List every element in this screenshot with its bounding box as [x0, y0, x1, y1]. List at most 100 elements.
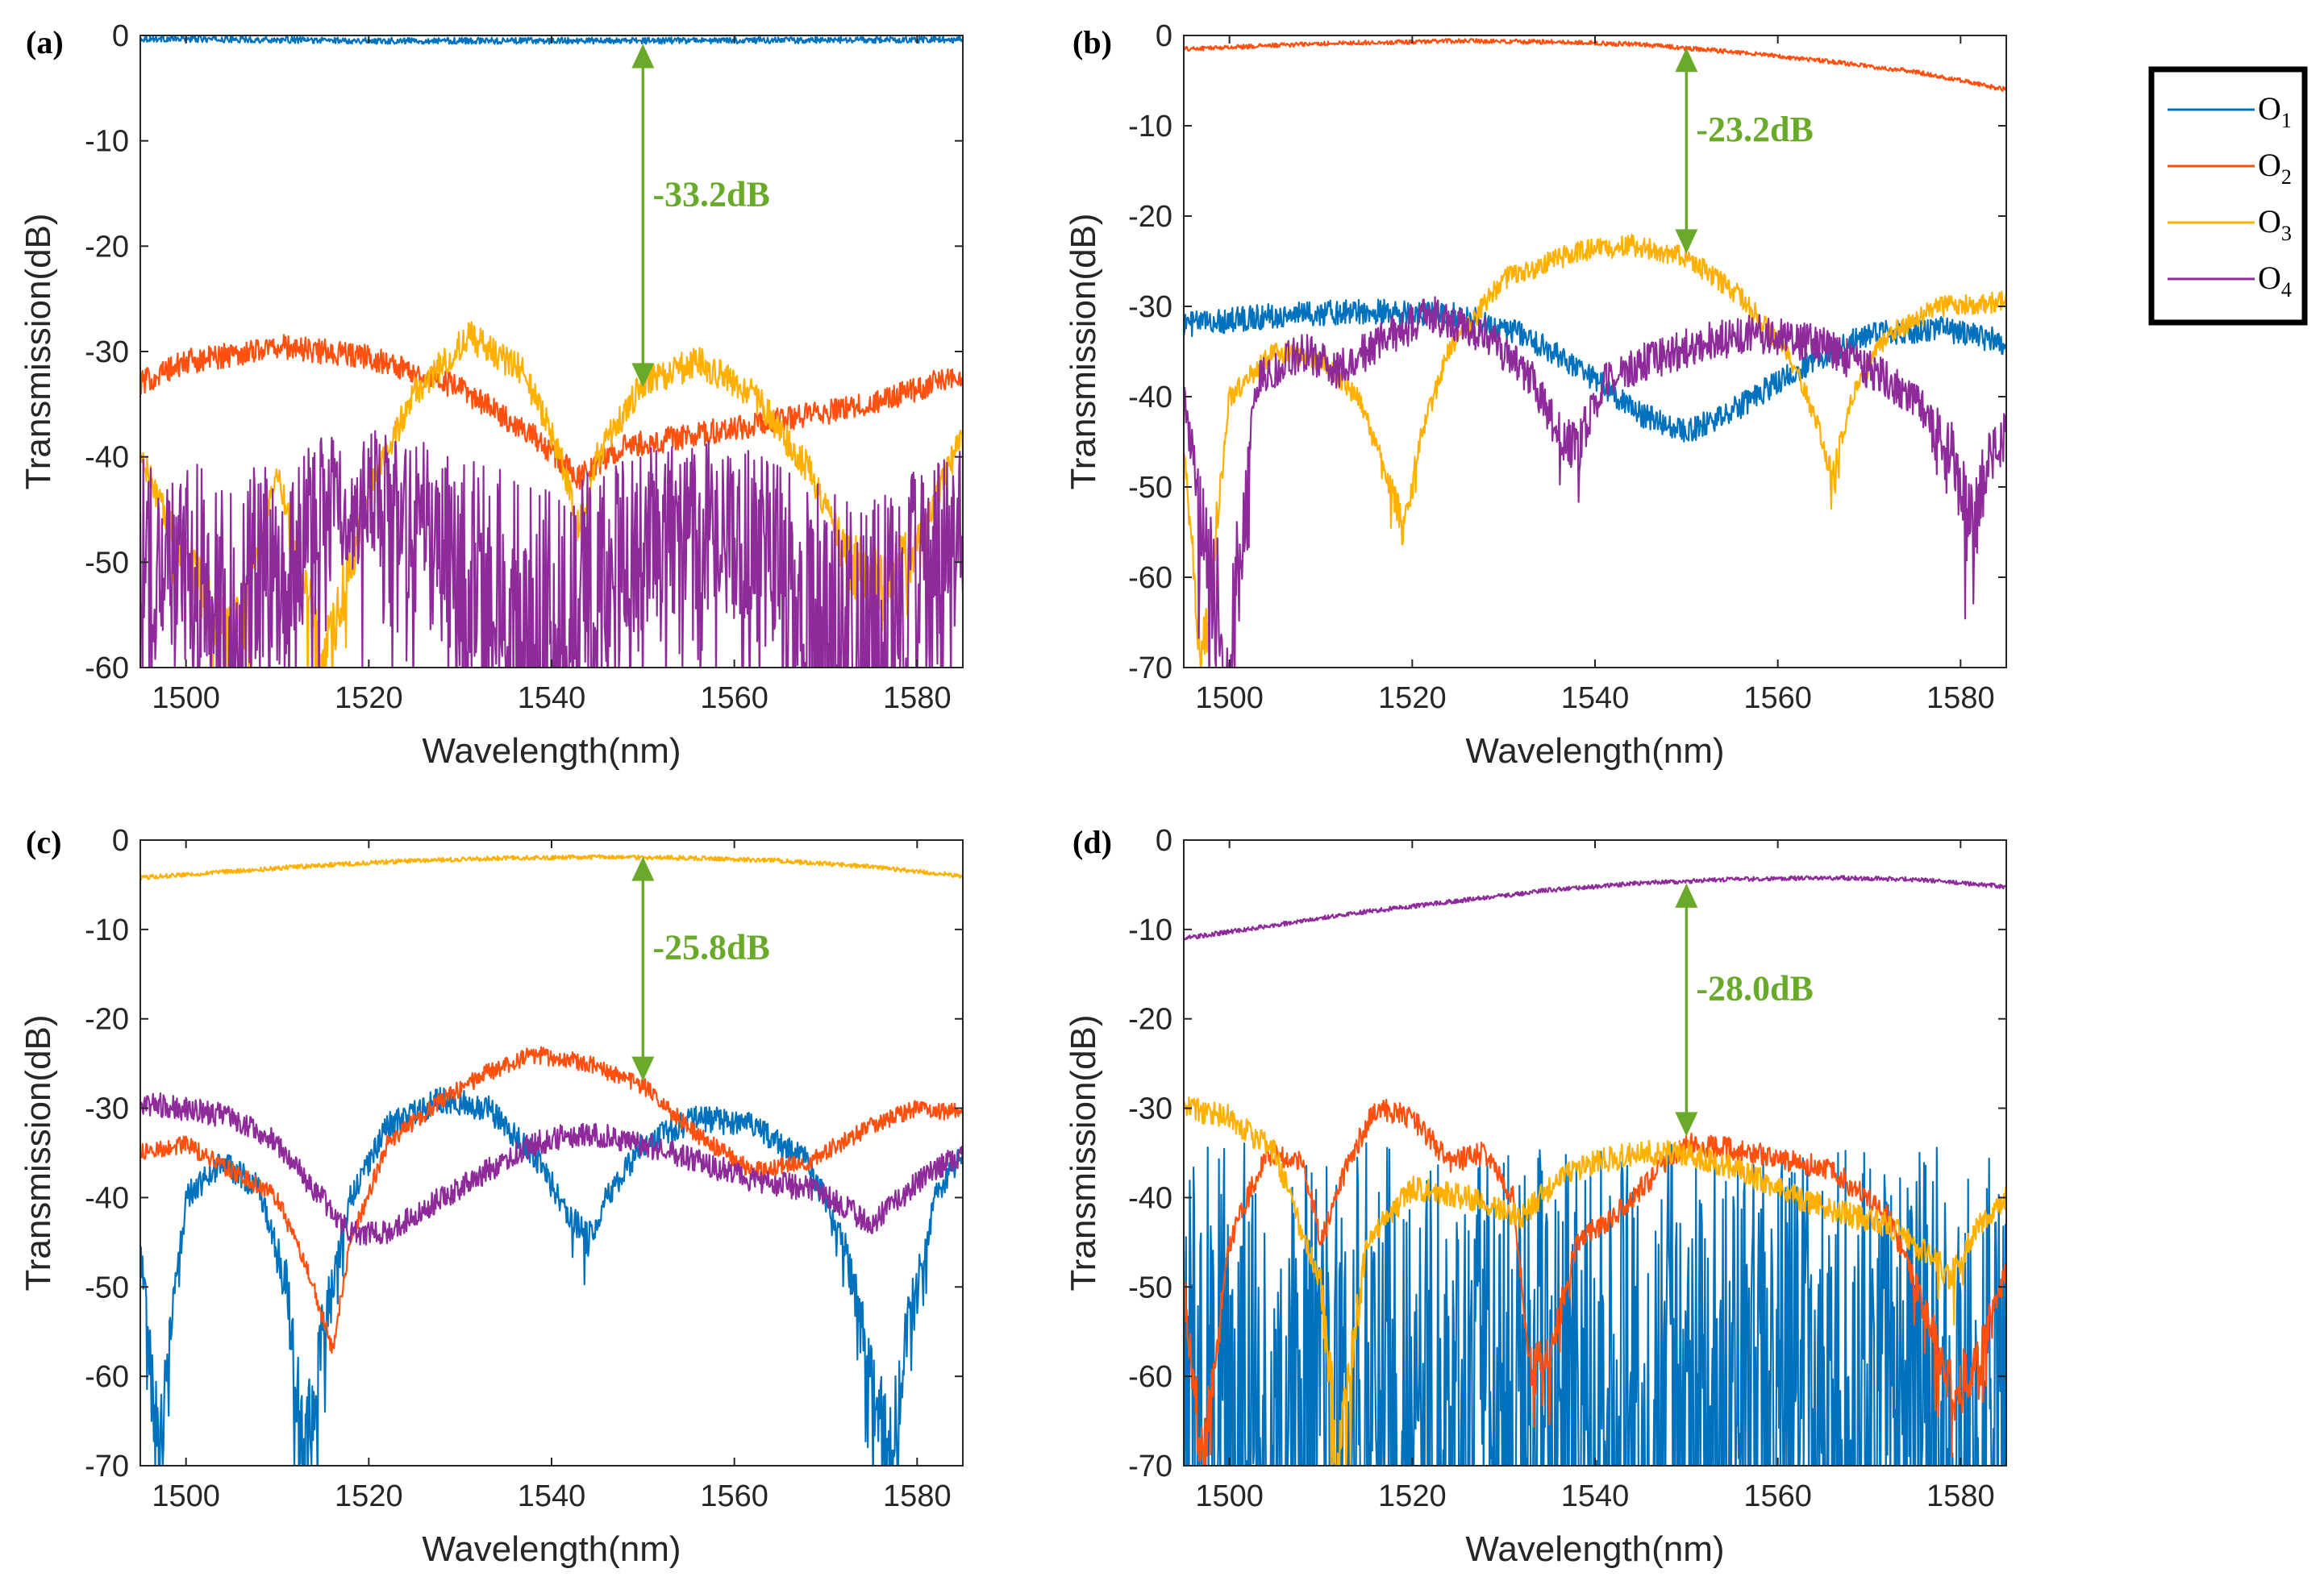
series-o1 [1184, 1142, 2006, 1466]
panel-d: (d) 1500 1520 1540 1560 1580 0 -10 -20 -30 -40 -50… [1064, 824, 2007, 1569]
annotation-label: -25.8dB [652, 928, 769, 967]
arrowhead-down [1675, 1112, 1698, 1137]
y-tick-label: -50 [85, 1271, 129, 1304]
svg-text:O1: O1 [2258, 90, 2292, 132]
legend-sub: 3 [2281, 222, 2292, 245]
annotation-label: -33.2dB [652, 174, 769, 214]
y-tick-label: -20 [85, 1003, 129, 1037]
series-group [140, 35, 963, 668]
x-tick-label: 1580 [883, 681, 952, 715]
x-tick-label: 1500 [152, 681, 220, 715]
panel-label: (b) [1072, 24, 1112, 60]
arrowhead-up [1675, 48, 1698, 73]
y-tick-label: -10 [1128, 913, 1172, 947]
y-tick-label: -40 [85, 1181, 129, 1215]
panel-label: (a) [26, 24, 64, 60]
y-tick-label: -10 [1128, 110, 1172, 144]
y-axis-label: Transmission(dB) [19, 1014, 58, 1291]
y-axis-label: Transmission(dB) [1064, 213, 1103, 489]
plot-area [140, 839, 964, 1467]
y-tick-label: -30 [85, 335, 129, 369]
series-group [140, 854, 963, 1466]
arrowhead-down [631, 363, 655, 388]
series-o2 [140, 334, 963, 490]
x-tick-label: 1540 [518, 1479, 586, 1513]
x-tick-label: 1500 [152, 1479, 220, 1513]
x-axis-label: Wavelength(nm) [1465, 1529, 1724, 1569]
y-tick-label: -30 [1128, 1092, 1172, 1126]
x-tick-label: 1560 [1743, 1479, 1812, 1513]
x-tick-label: 1520 [335, 1479, 403, 1513]
arrowhead-down [631, 1056, 655, 1081]
x-tick-label: 1540 [518, 681, 586, 715]
y-tick-label: -70 [1128, 651, 1172, 685]
legend-entry-o1: O1 [2168, 90, 2292, 132]
series-o4 [1184, 296, 2006, 668]
panel-c: (c) 1500 1520 1540 1560 1580 0 -10 -20 -30 -40 -50… [19, 824, 964, 1569]
panel-b: (b) 1500 1520 1540 1560 1580 0 -10 -20 -30 -40 -50… [1064, 19, 2007, 771]
x-tick-label: 1520 [1378, 681, 1447, 715]
y-tick-label: 0 [112, 824, 129, 858]
svg-text:O2: O2 [2258, 147, 2292, 189]
y-axis-label: Transmission(dB) [19, 213, 58, 489]
arrowhead-down [1675, 229, 1698, 254]
x-tick-label: 1580 [1926, 1479, 1995, 1513]
series-o4 [140, 430, 963, 668]
x-tick-label: 1520 [1378, 1479, 1447, 1513]
x-tick-label: 1560 [700, 681, 768, 715]
arrowhead-up [631, 44, 655, 69]
legend-sub: 4 [2281, 278, 2292, 302]
legend-name: O [2258, 260, 2281, 296]
y-tick-label: -70 [1128, 1450, 1172, 1483]
y-tick-label: -30 [85, 1092, 129, 1126]
y-tick-label: -70 [85, 1450, 129, 1483]
series-o3 [140, 321, 963, 668]
x-axis-label: Wavelength(nm) [1465, 731, 1724, 771]
y-tick-label: -20 [1128, 1003, 1172, 1037]
x-tick-label: 1500 [1195, 1479, 1264, 1513]
legend-entry-o2: O2 [2168, 147, 2292, 189]
x-axis-label: Wavelength(nm) [422, 731, 681, 771]
legend-sub: 1 [2281, 109, 2292, 132]
x-tick-label: 1500 [1195, 681, 1264, 715]
series-o2 [1184, 38, 2006, 92]
x-tick-label: 1560 [700, 1479, 768, 1513]
series-group [1184, 38, 2006, 668]
y-tick-label: -60 [1128, 561, 1172, 595]
legend: O1 O2 O3 O4 [2148, 66, 2308, 326]
x-tick-label: 1540 [1561, 681, 1630, 715]
legend-box [2148, 66, 2308, 326]
series-group [1184, 875, 2006, 1466]
annotation-label: -28.0dB [1696, 969, 1813, 1009]
panel-a: (a) 1500 1520 1540 1560 1580 0 -10 -20 -30 -40 -50… [19, 19, 964, 771]
y-tick-label: -30 [1128, 290, 1172, 324]
panel-label: (c) [26, 824, 61, 860]
y-tick-label: -50 [1128, 1271, 1172, 1304]
series-o4 [1184, 875, 2006, 941]
x-tick-label: 1540 [1561, 1479, 1630, 1513]
x-tick-label: 1580 [883, 1479, 952, 1513]
series-o2 [1184, 1098, 2006, 1466]
series-o1 [1184, 298, 2006, 443]
y-tick-label: 0 [112, 19, 129, 53]
series-o1 [140, 1087, 963, 1466]
series-o2 [140, 1046, 963, 1354]
y-tick-label: 0 [1156, 824, 1172, 858]
y-tick-label: -20 [85, 230, 129, 264]
x-axis-label: Wavelength(nm) [422, 1529, 681, 1569]
y-tick-label: 0 [1156, 19, 1172, 53]
legend-entry-o4: O4 [2168, 260, 2292, 302]
y-tick-label: -40 [85, 441, 129, 475]
legend-name: O [2258, 147, 2281, 183]
y-tick-label: -20 [1128, 200, 1172, 234]
y-tick-label: -60 [85, 651, 129, 685]
series-o3 [140, 854, 963, 881]
svg-text:O4: O4 [2258, 260, 2292, 302]
y-tick-label: -50 [1128, 471, 1172, 505]
y-tick-label: -60 [1128, 1360, 1172, 1394]
panel-label: (d) [1072, 824, 1112, 860]
x-tick-label: 1560 [1743, 681, 1812, 715]
legend-name: O [2258, 203, 2281, 239]
y-tick-label: -10 [85, 125, 129, 159]
